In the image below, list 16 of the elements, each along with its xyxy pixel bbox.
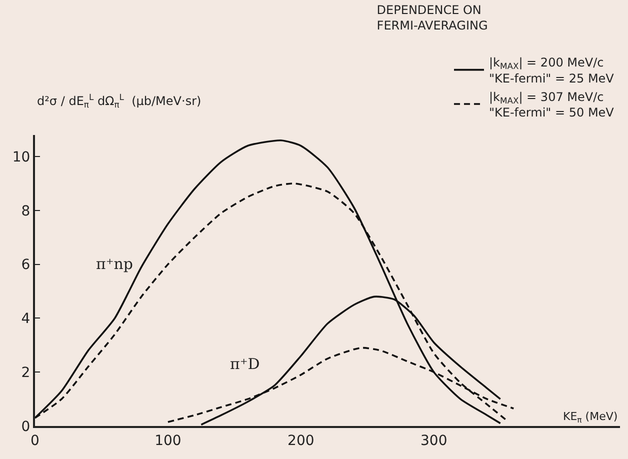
x-tick-label: 100	[154, 432, 182, 449]
y-tick-label: 2	[21, 365, 30, 382]
legend-label: |k$_{MAX}$| = 200 MeV/c "KE-fermi" = 25 MeV	[489, 56, 615, 86]
chart-title: DEPENDENCE ON FERMI-AVERAGING	[376, 2, 488, 32]
y-tick-label: 0	[21, 418, 30, 435]
y-axis-title: d²σ / dE$_{π}$$^{L}$ dΩ$_{π}$$^{L}$ (μb/MeV·sr)	[37, 92, 202, 110]
y-tick-label: 10	[12, 149, 30, 166]
legend-label: |k$_{MAX}$| = 307 MeV/c "KE-fermi" = 50 MeV	[489, 90, 615, 120]
y-tick-label: 6	[21, 257, 30, 274]
x-tick-label: 200	[288, 432, 314, 449]
x-axis-title: KE$_{π}$ (MeV)	[563, 410, 618, 424]
x-tick-label: 300	[420, 432, 448, 449]
y-tick-label: 8	[21, 203, 30, 220]
annotation: π⁺np	[96, 255, 134, 273]
annotation: π⁺D	[230, 355, 260, 373]
y-tick-label: 4	[21, 311, 30, 328]
